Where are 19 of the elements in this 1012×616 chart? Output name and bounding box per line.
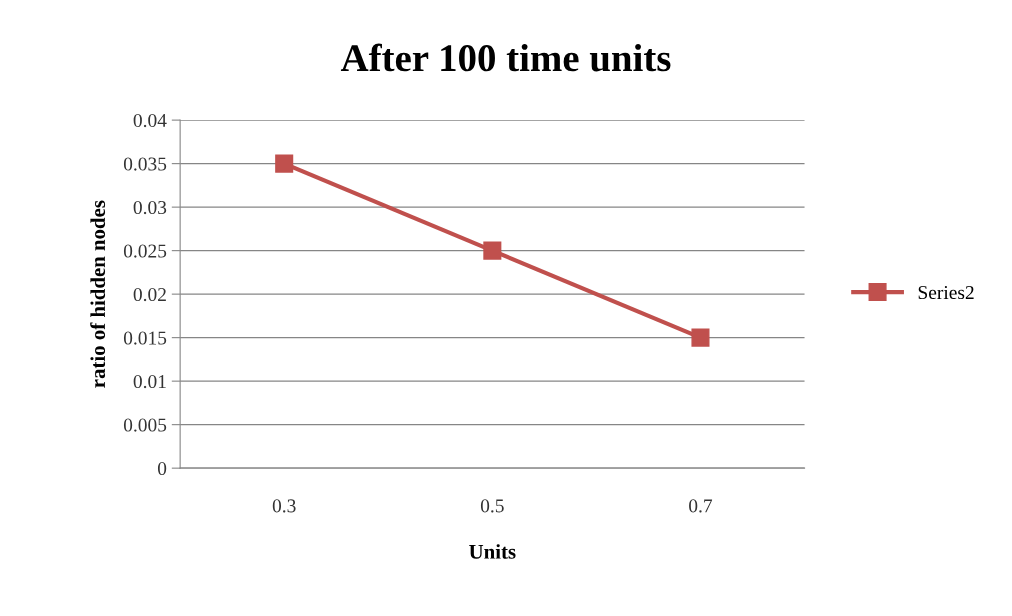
y-axis-title: ratio of hidden nodes bbox=[90, 200, 106, 388]
y-tick-label: 0.005 bbox=[123, 418, 167, 432]
y-tick-label: 0.02 bbox=[133, 287, 166, 302]
x-tick-label: 0.7 bbox=[689, 499, 713, 513]
y-tick-label: 0.025 bbox=[123, 244, 167, 258]
y-tick-label: 0 bbox=[157, 461, 167, 476]
y-tick-label: 0.04 bbox=[133, 113, 167, 128]
legend-label: Series2 bbox=[918, 286, 974, 300]
x-tick-label: 0.3 bbox=[272, 499, 296, 513]
point bbox=[483, 241, 502, 260]
y-tick-label: 0.035 bbox=[123, 157, 167, 171]
point bbox=[691, 328, 710, 347]
x-tick-label: 0.5 bbox=[480, 499, 504, 513]
y-tick-label: 0.01 bbox=[133, 374, 166, 389]
x-axis-title: Units bbox=[469, 544, 516, 559]
chart-title: After 100 time units bbox=[340, 43, 671, 72]
y-tick-label: 0.015 bbox=[123, 331, 167, 345]
y-tick-label: 0.03 bbox=[133, 200, 167, 215]
point bbox=[275, 154, 294, 173]
